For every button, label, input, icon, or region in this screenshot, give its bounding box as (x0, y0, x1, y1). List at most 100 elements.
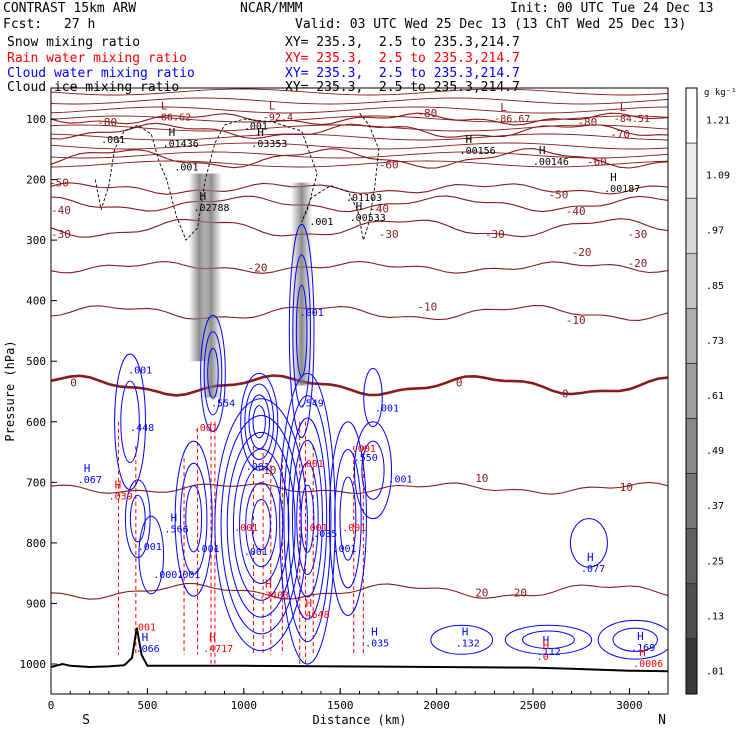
valid-time: Valid: 03 UTC Wed 25 Dec 13 (13 ChT Wed … (295, 17, 687, 32)
y-tick-label: 1000 (20, 658, 47, 671)
temperature-label: -80 (417, 107, 437, 120)
cloud-water-contour (283, 395, 332, 643)
cloud-water-contour (328, 421, 367, 617)
cloud-water-contour (174, 440, 213, 597)
contour-value-label: .001 (138, 542, 162, 553)
extremum-value: .0 (537, 652, 549, 663)
extremum-value: -92.4 (263, 112, 293, 123)
colorbar-segment (685, 87, 698, 144)
y-tick-label: 100 (26, 113, 46, 126)
isotherm-line (51, 88, 668, 96)
contour-value-label: .001 (196, 544, 220, 555)
temperature-label: 0 (562, 387, 569, 400)
cloud-water-contour (292, 254, 311, 408)
contour-value-label: .549 (300, 399, 324, 410)
extremum-value: .00533 (350, 213, 386, 224)
temperature-label: -20 (248, 261, 268, 274)
cloud-water-contour (138, 515, 165, 595)
isotherm-line (51, 122, 668, 140)
cloud-water-contour (251, 499, 271, 551)
ice-column (200, 173, 223, 398)
extremum-marker: H (610, 171, 617, 184)
colorbar-segment (685, 197, 698, 254)
contour-value-label: .001 (244, 121, 268, 132)
cloud-water-contour (124, 479, 151, 558)
isotherm-line (51, 195, 668, 213)
isotherm-line (51, 142, 668, 150)
cloud-water-contour (200, 314, 226, 432)
extremum-marker: H (84, 462, 91, 475)
colorbar-tick-label: 1.21 (706, 116, 730, 127)
isotherm-line (51, 260, 668, 274)
isotherm-line (51, 115, 668, 123)
extremum-marker: H (539, 144, 546, 157)
field-snow-xy: XY= 235.3, 2.5 to 235.3,214.7 (285, 35, 520, 50)
colorbar-segment (685, 583, 698, 640)
extremum-value: .01436 (163, 139, 199, 150)
colorbar-unit: g kg⁻¹ (704, 88, 737, 98)
cloud-water-contour (214, 398, 308, 652)
colorbar: g kg⁻¹ 1.21 1.09 .97 .85 .73 .61 .49 .37 .25 .13 .0… (685, 87, 737, 695)
extremum-value: .3403 (259, 591, 289, 602)
cloud-water-contour (226, 431, 296, 618)
contour-value-label: .550 (354, 453, 378, 464)
temperature-label: -60 (379, 158, 399, 171)
y-tick-label: 500 (26, 355, 46, 368)
extremum-marker: H (265, 578, 272, 591)
extremum-value: .077 (581, 564, 605, 575)
temperature-label: 20 (475, 587, 488, 600)
isotherm-line (51, 106, 668, 114)
temperature-label: -70 (610, 128, 630, 141)
cloud-water-contour (129, 494, 146, 543)
colorbar-tick-label: .85 (706, 281, 724, 292)
extremum-marker: H (356, 200, 363, 213)
colorbar-segment (685, 253, 698, 309)
y-tick-label: 800 (26, 537, 46, 550)
colorbar-tick-label: 1.09 (706, 171, 730, 182)
x-tick-label: 1000 (231, 699, 258, 712)
extremum-value: -86.67 (494, 114, 530, 125)
contour-value-label: .001 (333, 544, 357, 555)
extremum-value: .112 (537, 647, 561, 658)
colorbar-tick-label: .49 (706, 446, 724, 457)
temperature-label: 0 (456, 376, 463, 389)
isotherm-line (51, 481, 668, 495)
temperature-label: -40 (51, 204, 71, 217)
extremum-marker: H (543, 634, 550, 647)
field-snow-name: Snow mixing ratio (7, 35, 141, 50)
y-axis-label: Pressure (hPa) (3, 340, 17, 441)
y-tick-label: 200 (26, 174, 46, 187)
cloud-water-contour (612, 627, 658, 652)
cloud-water-contour (296, 462, 319, 576)
colorbar-segment (685, 308, 698, 364)
cloud-water-contour (334, 448, 362, 589)
contour-value-label: .001 (101, 135, 125, 146)
isotherm-line (51, 112, 668, 126)
temperature-label: -30 (485, 228, 505, 241)
temperature-label: -30 (628, 228, 648, 241)
colorbar-tick-label: .37 (706, 501, 724, 512)
extremum-value: .566 (165, 525, 189, 536)
init-time: Init: 00 UTC Tue 24 Dec 13 (510, 1, 714, 16)
extremum-value: .00146 (533, 157, 569, 168)
y-tick-label: 900 (26, 597, 46, 610)
cloud-water-contour (522, 630, 575, 649)
x-tick-label: 3000 (616, 699, 643, 712)
cloud-water-contour (252, 405, 266, 439)
colorbar-segment (685, 528, 698, 585)
cloud-water-contour (353, 421, 393, 520)
temperature-label: -60 (587, 155, 607, 168)
temperature-label: -10 (566, 314, 586, 327)
extremum-marker: H (587, 551, 594, 564)
colorbar-frame (685, 87, 698, 695)
y-tick-label: 600 (26, 416, 46, 429)
cloud-water-contour (288, 223, 315, 439)
isotherm-line (51, 124, 668, 132)
field-rain-name: Rain water mixing ratio (7, 51, 188, 66)
cloud-water-contour (361, 440, 385, 500)
ice-contour (94, 112, 380, 241)
contour-value-label: .001 (128, 365, 152, 376)
x-tick-label: 500 (137, 699, 157, 712)
y-tick-label: 700 (26, 476, 46, 489)
contour-value-label: .001 (246, 462, 270, 473)
